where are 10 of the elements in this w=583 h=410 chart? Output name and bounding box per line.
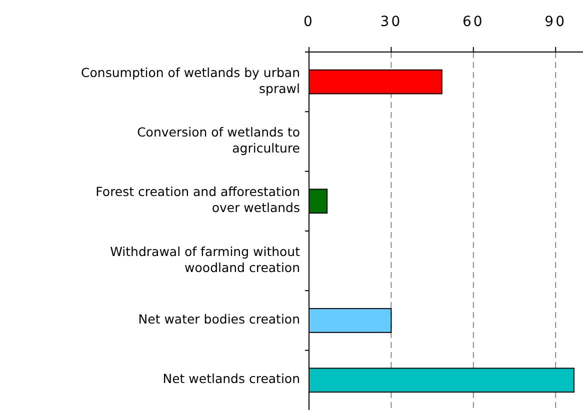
x-tick-label: 0 xyxy=(304,14,314,30)
x-tick-label: 60 xyxy=(462,14,484,30)
x-tick-label: 30 xyxy=(380,14,402,30)
y-tick-label: Net wetlands creation xyxy=(162,372,300,387)
y-tick-label: Withdrawal of farming without woodland creation xyxy=(110,244,300,276)
y-tick-label: Conversion of wetlands to agriculture xyxy=(137,124,300,156)
y-tick-label: Net water bodies creation xyxy=(138,312,300,327)
y-tick-label: Consumption of wetlands by urban sprawl xyxy=(81,65,300,96)
x-tick-label: 90 xyxy=(544,14,567,30)
y-tick-label: Forest creation and afforestation over wetlands xyxy=(96,184,300,216)
